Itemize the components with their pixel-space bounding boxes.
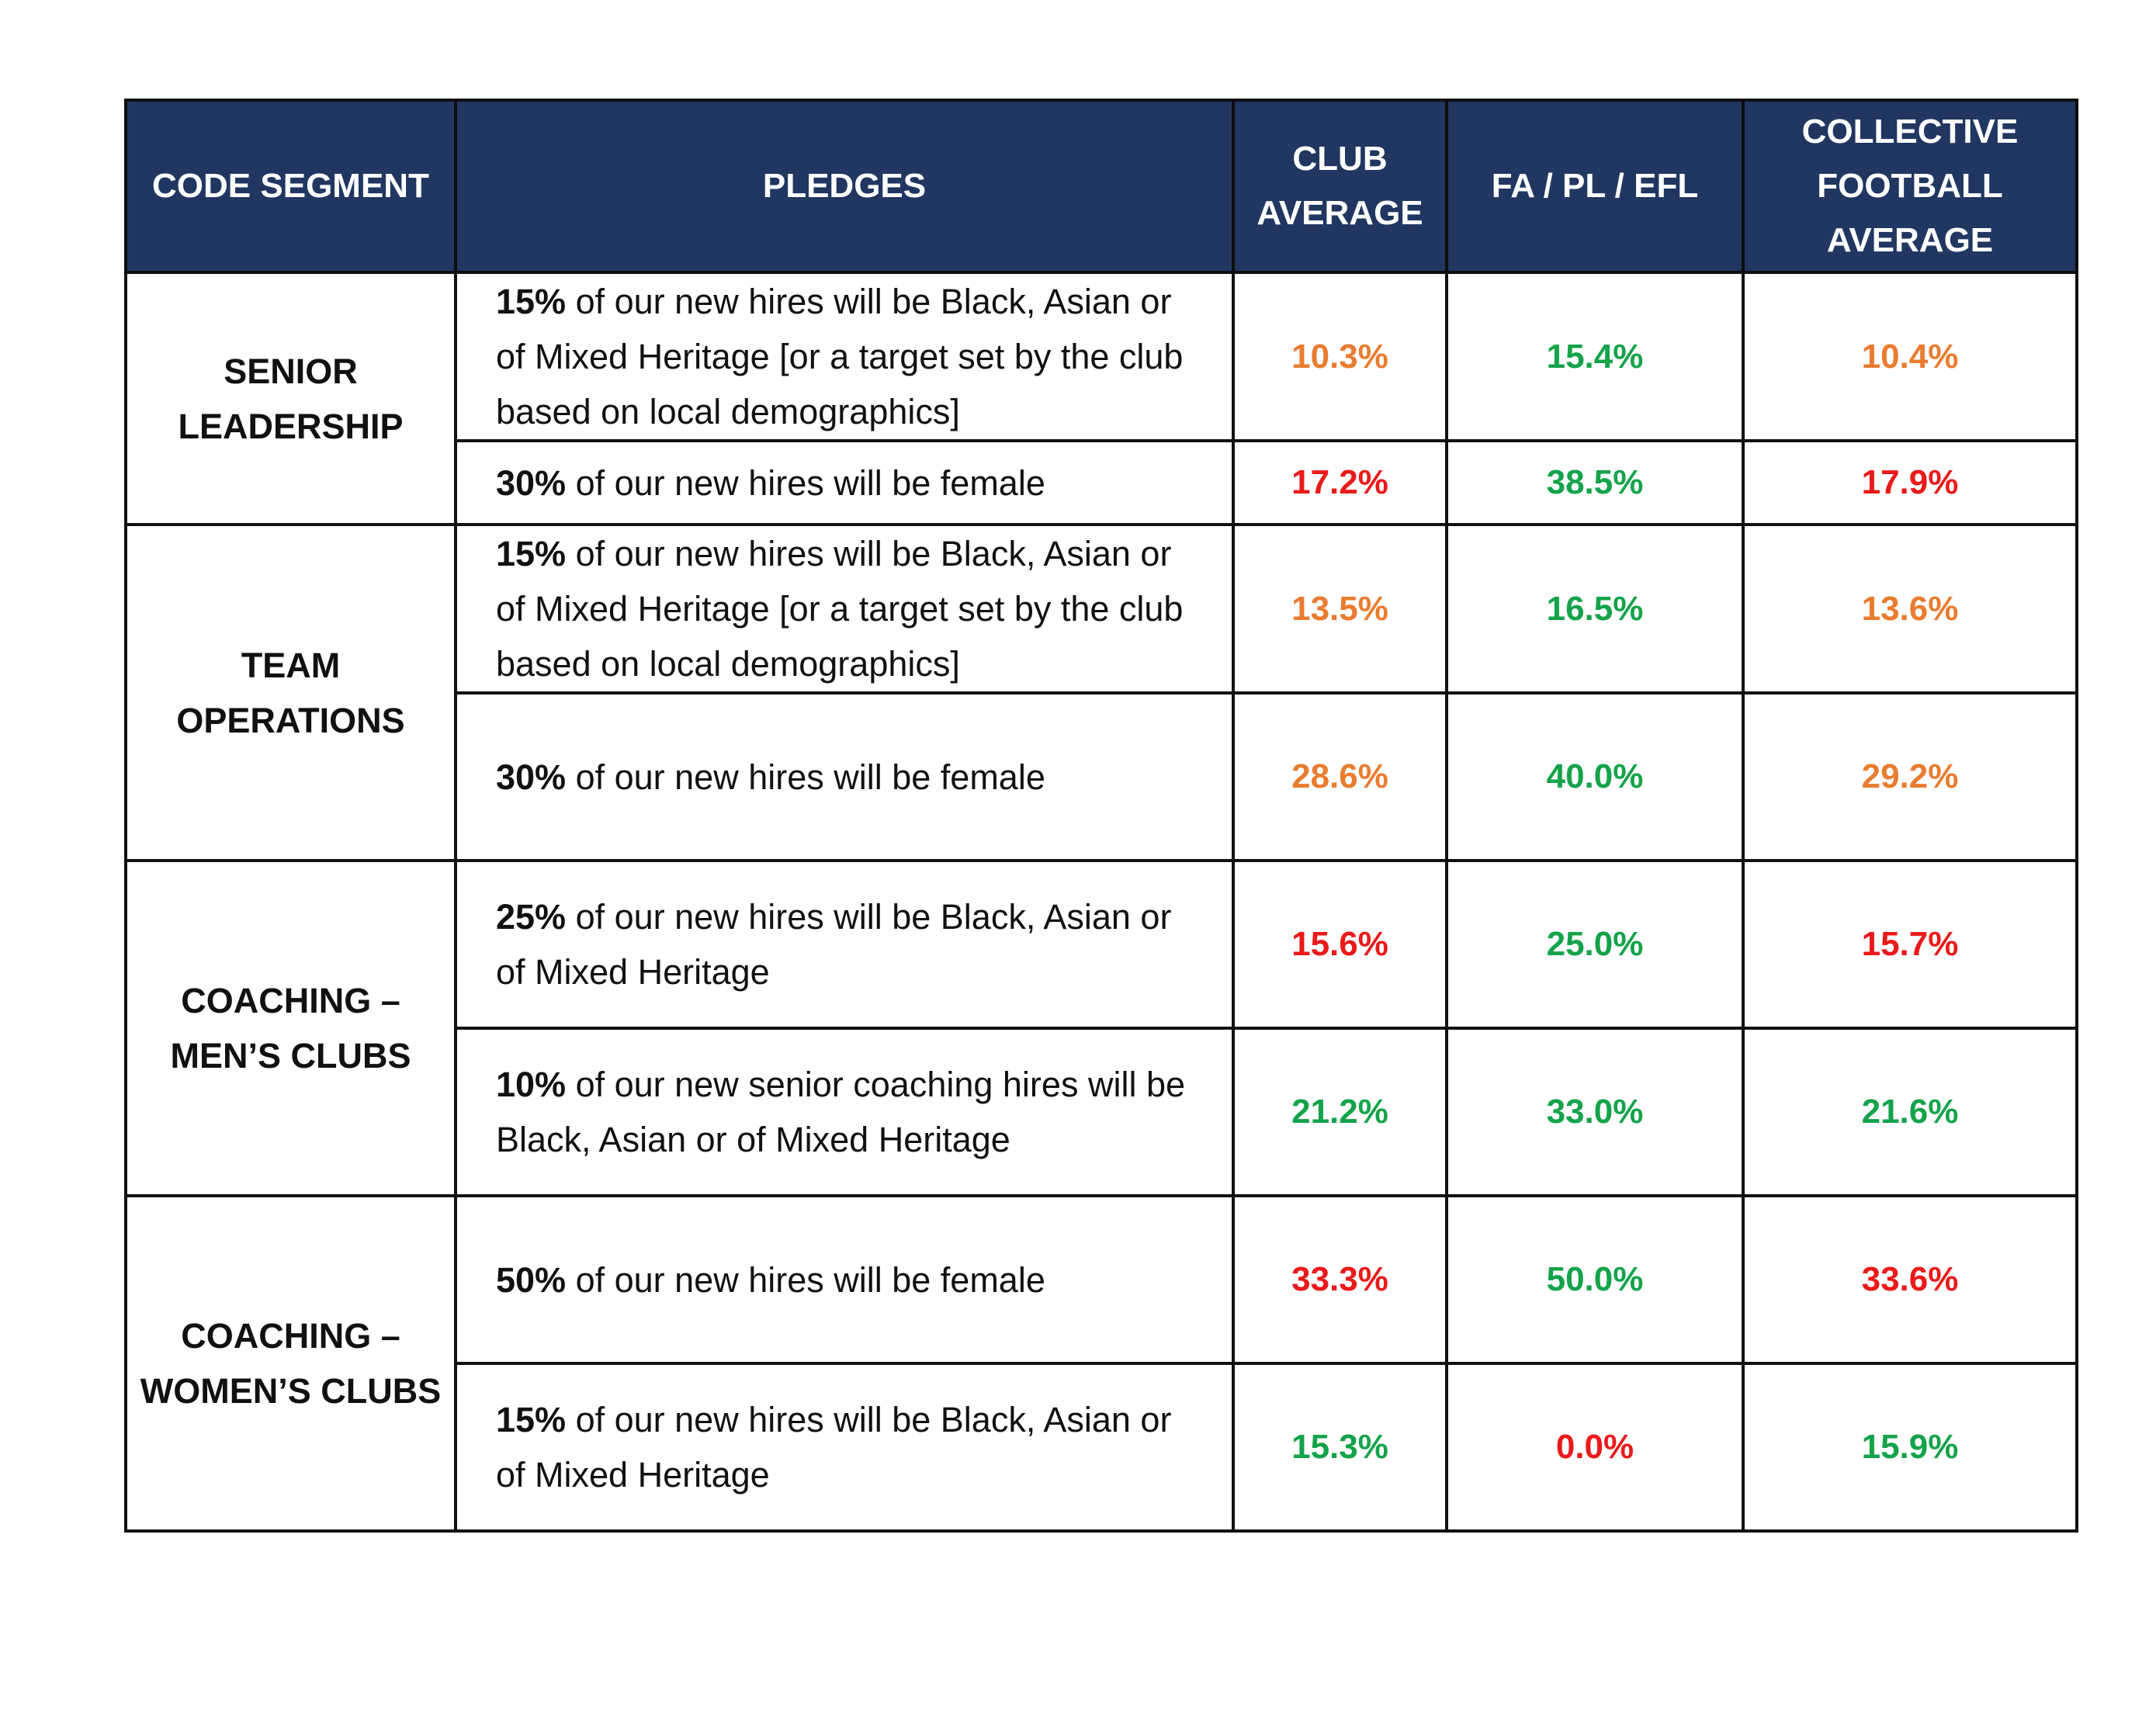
fa-pl-efl-value: 50.0% bbox=[1445, 1194, 1745, 1365]
fa-pl-efl-value: 25.0% bbox=[1445, 859, 1745, 1030]
pledge-text: of our new hires will be female bbox=[566, 757, 1045, 797]
table-row: 15% of our new hires will be Black, Asia… bbox=[126, 1362, 2078, 1533]
table-row: 30% of our new hires will be female 17.2%… bbox=[126, 439, 2078, 526]
pledge-text: of our new hires will be female bbox=[566, 1259, 1045, 1300]
pledge-text: of our new hires will be Black, Asian or… bbox=[496, 282, 1184, 431]
pledge-text: of our new hires will be Black, Asian or… bbox=[496, 897, 1172, 992]
fa-pl-efl-value: 0.0% bbox=[1445, 1362, 1745, 1533]
pledge-cell: 50% of our new hires will be female bbox=[454, 1194, 1235, 1365]
pledge-cell: 15% of our new hires will be Black, Asia… bbox=[454, 523, 1235, 695]
fa-pl-efl-value: 15.4% bbox=[1445, 271, 1745, 442]
segment-name-cell: COACHING – MEN’S CLUBS bbox=[124, 859, 457, 1197]
pledge-cell: 10% of our new senior coaching hires wil… bbox=[454, 1027, 1235, 1197]
header-collective-line: COLLECTIVE bbox=[1801, 113, 2019, 151]
segment-name-line: TEAM OPERATIONS bbox=[176, 645, 405, 740]
header-pledges: PLEDGES bbox=[454, 99, 1235, 274]
segment-name-line: MEN’S CLUBS bbox=[170, 1036, 411, 1076]
table-row: 30% of our new hires will be female 28.6%… bbox=[126, 691, 2078, 862]
table-row: TEAM OPERATIONS 15% of our new hires will… bbox=[124, 523, 2078, 862]
segment-name-cell: TEAM OPERATIONS bbox=[124, 523, 457, 862]
club-average-value: 17.2% bbox=[1232, 439, 1448, 526]
segment-name-line: LEADERSHIP bbox=[178, 406, 404, 446]
fa-pl-efl-value: 38.5% bbox=[1445, 439, 1745, 526]
segment-name-cell: COACHING – WOMEN’S CLUBS bbox=[124, 1194, 457, 1533]
table-row: COACHING – WOMEN’S CLUBS 50% of our new hi… bbox=[124, 1194, 2078, 1533]
pledge-cell: 30% of our new hires will be female bbox=[454, 439, 1235, 526]
header-code-segment: CODE SEGMENT bbox=[124, 99, 457, 274]
header-collective-football-average: COLLECTIVE FOOTBALL AVERAGE bbox=[1742, 99, 2078, 274]
collective-average-value: 15.9% bbox=[1742, 1362, 2078, 1533]
fa-pl-efl-value: 40.0% bbox=[1445, 691, 1745, 862]
segment-name-cell: SENIOR LEADERSHIP bbox=[124, 271, 457, 526]
pledge-target-percent: 15% bbox=[496, 1400, 567, 1439]
segment-name-line: SENIOR bbox=[224, 351, 358, 391]
collective-average-value: 29.2% bbox=[1742, 691, 2078, 862]
segment-name-line: WOMEN’S CLUBS bbox=[140, 1371, 442, 1411]
pledge-cell: 15% of our new hires will be Black, Asia… bbox=[454, 1362, 1235, 1533]
collective-average-value: 21.6% bbox=[1742, 1027, 2078, 1197]
table-row: COACHING – MEN’S CLUBS 25% of our new hire… bbox=[124, 859, 2078, 1197]
pledge-text: of our new senior coaching hires will be… bbox=[496, 1065, 1185, 1159]
club-average-value: 15.6% bbox=[1232, 859, 1448, 1030]
pledge-target-percent: 30% bbox=[496, 757, 567, 797]
pledge-text: of our new hires will be female bbox=[566, 462, 1045, 503]
club-average-value: 21.2% bbox=[1232, 1027, 1448, 1197]
pledge-target-percent: 10% bbox=[496, 1065, 567, 1104]
header-fa-pl-efl: FA / PL / EFL bbox=[1445, 99, 1745, 274]
club-average-value: 28.6% bbox=[1232, 691, 1448, 862]
pledge-cell: 25% of our new hires will be Black, Asia… bbox=[454, 859, 1235, 1030]
club-average-value: 15.3% bbox=[1232, 1362, 1448, 1533]
collective-average-value: 17.9% bbox=[1742, 439, 2078, 526]
fa-pl-efl-value: 33.0% bbox=[1445, 1027, 1745, 1197]
collective-average-value: 10.4% bbox=[1742, 271, 2078, 442]
fa-pl-efl-value: 16.5% bbox=[1445, 523, 1745, 695]
pledge-text: of our new hires will be Black, Asian or… bbox=[496, 1400, 1172, 1495]
pledge-cell: 30% of our new hires will be female bbox=[454, 691, 1235, 862]
header-club-average-line: AVERAGE bbox=[1257, 194, 1423, 232]
table-row: 10% of our new senior coaching hires wil… bbox=[126, 1027, 2078, 1197]
pledge-target-percent: 15% bbox=[496, 282, 567, 321]
collective-average-value: 33.6% bbox=[1742, 1194, 2078, 1365]
pledges-table: CODE SEGMENT PLEDGES CLUB AVERAGE FA / P… bbox=[124, 99, 2078, 1533]
pledge-target-percent: 25% bbox=[496, 897, 567, 937]
pledge-target-percent: 50% bbox=[496, 1259, 567, 1300]
club-average-value: 13.5% bbox=[1232, 523, 1448, 695]
pledge-text: of our new hires will be Black, Asian or… bbox=[496, 534, 1184, 684]
segment-name-line: COACHING – bbox=[181, 1316, 400, 1356]
table-body: SENIOR LEADERSHIP 15% of our new hires wil… bbox=[124, 271, 2078, 1533]
pledge-target-percent: 15% bbox=[496, 534, 567, 573]
pledges-table-container: CODE SEGMENT PLEDGES CLUB AVERAGE FA / P… bbox=[124, 99, 2078, 1533]
header-club-average-line: CLUB bbox=[1292, 140, 1388, 178]
header-row: CODE SEGMENT PLEDGES CLUB AVERAGE FA / P… bbox=[124, 99, 2078, 274]
header-collective-line: FOOTBALL bbox=[1817, 167, 2003, 205]
pledge-target-percent: 30% bbox=[496, 462, 567, 503]
club-average-value: 33.3% bbox=[1232, 1194, 1448, 1365]
header-collective-line: AVERAGE bbox=[1826, 221, 1994, 259]
table-header: CODE SEGMENT PLEDGES CLUB AVERAGE FA / P… bbox=[124, 99, 2078, 274]
header-club-average: CLUB AVERAGE bbox=[1232, 99, 1448, 274]
collective-average-value: 15.7% bbox=[1742, 859, 2078, 1030]
pledge-cell: 15% of our new hires will be Black, Asia… bbox=[454, 271, 1235, 442]
segment-name-line: COACHING – bbox=[181, 981, 400, 1020]
table-row: SENIOR LEADERSHIP 15% of our new hires wil… bbox=[124, 271, 2078, 526]
club-average-value: 10.3% bbox=[1232, 271, 1448, 442]
collective-average-value: 13.6% bbox=[1742, 523, 2078, 695]
